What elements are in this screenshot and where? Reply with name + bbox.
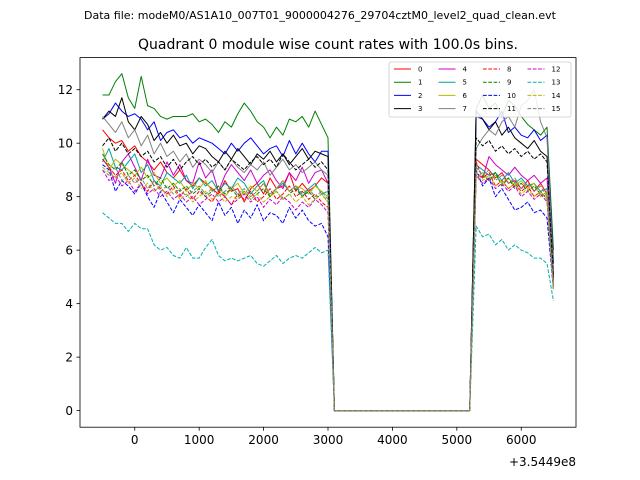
legend-label-14: 14 xyxy=(552,92,561,100)
legend-label-12: 12 xyxy=(552,66,561,74)
series-line-15 xyxy=(102,166,554,412)
legend-label-6: 6 xyxy=(463,92,468,100)
y-tick-label: 12 xyxy=(58,83,73,97)
legend-label-2: 2 xyxy=(418,92,422,100)
legend-frame xyxy=(388,61,572,118)
legend-label-13: 13 xyxy=(552,79,561,87)
legend-label-7: 7 xyxy=(463,105,467,113)
y-tick-label: 4 xyxy=(65,297,73,311)
x-axis: 0 1000 2000 3000 4000 5000 6000 xyxy=(131,427,537,447)
x-tick-label: 4000 xyxy=(377,433,408,447)
y-axis: 0 2 4 6 8 10 12 xyxy=(58,83,80,418)
plot-area xyxy=(79,57,577,428)
suptitle: Data file: modeM0/AS1A10_007T01_90000042… xyxy=(84,9,557,22)
y-tick-label: 2 xyxy=(65,350,73,364)
series-layer xyxy=(102,73,554,412)
legend-label-10: 10 xyxy=(507,92,516,100)
x-tick-label: 6000 xyxy=(506,433,537,447)
x-tick-label: 2000 xyxy=(248,433,279,447)
series-line-13 xyxy=(102,212,554,412)
legend-label-1: 1 xyxy=(418,79,422,87)
legend-label-0: 0 xyxy=(418,66,422,74)
series-line-11 xyxy=(102,137,554,412)
chart-title: Quadrant 0 module wise count rates with … xyxy=(138,37,518,53)
x-tick-label: 3000 xyxy=(313,433,344,447)
series-line-10 xyxy=(102,164,554,412)
y-tick-label: 8 xyxy=(65,190,73,204)
legend-label-11: 11 xyxy=(507,105,516,113)
legend-label-3: 3 xyxy=(418,105,422,113)
legend-label-4: 4 xyxy=(463,66,468,74)
x-offset-label: +3.5449e8 xyxy=(509,455,576,469)
y-tick-label: 10 xyxy=(58,136,73,150)
legend-label-5: 5 xyxy=(463,79,467,87)
x-tick-label: 0 xyxy=(131,433,139,447)
x-tick-label: 5000 xyxy=(442,433,473,447)
legend-label-9: 9 xyxy=(507,79,511,87)
x-tick-label: 1000 xyxy=(184,433,215,447)
y-tick-label: 6 xyxy=(65,243,73,257)
y-tick-label: 0 xyxy=(65,404,73,418)
legend-label-8: 8 xyxy=(507,66,511,74)
legend-label-15: 15 xyxy=(552,105,561,113)
